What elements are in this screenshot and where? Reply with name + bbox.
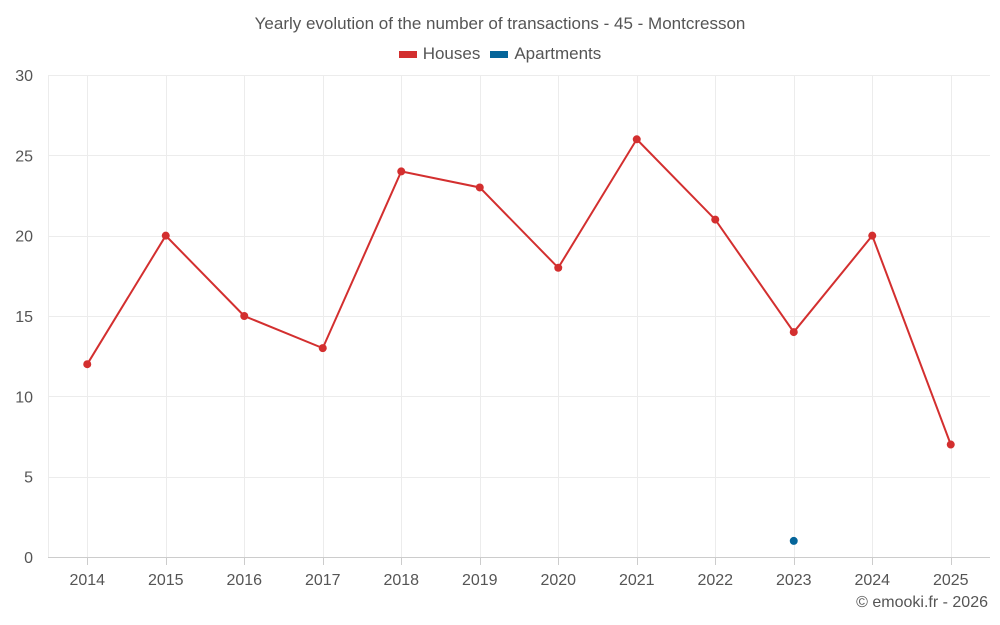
x-tick-label: 2018 (383, 572, 419, 589)
data-point-apartments-2023[interactable] (789, 536, 798, 545)
x-tick-label: 2014 (69, 572, 105, 589)
data-point-houses-2020[interactable] (554, 263, 563, 272)
y-tick-label: 10 (15, 389, 33, 406)
y-tick-label: 0 (24, 550, 33, 567)
x-tick-label: 2019 (462, 572, 498, 589)
y-tick-label: 20 (15, 229, 33, 246)
series-line-houses (86, 137, 952, 445)
x-tick-label: 2023 (776, 572, 812, 589)
legend-swatch-houses (398, 50, 417, 58)
x-tick-label: 2020 (540, 572, 576, 589)
legend: Houses Apartments (0, 44, 1000, 64)
y-tick-label: 25 (15, 148, 33, 165)
data-point-houses-2017[interactable] (318, 344, 327, 353)
credit-text: © emooki.fr - 2026 (856, 594, 988, 611)
legend-label-houses: Houses (422, 44, 481, 63)
data-point-houses-2014[interactable] (83, 360, 92, 369)
grid (48, 75, 990, 557)
data-point-houses-2023[interactable] (789, 328, 798, 337)
y-tick-label: 15 (15, 309, 33, 326)
x-tick-label: 2024 (854, 572, 890, 589)
y-tick-label: 5 (24, 470, 33, 487)
legend-item-apartments[interactable]: Apartments (490, 44, 601, 64)
legend-label-apartments: Apartments (514, 44, 602, 63)
x-tick-label: 2015 (148, 572, 184, 589)
y-tick-label: 30 (15, 68, 33, 85)
x-tick-label: 2016 (226, 572, 262, 589)
x-tick-label: 2017 (305, 572, 341, 589)
data-point-houses-2025[interactable] (946, 440, 955, 449)
series-layer (83, 135, 955, 545)
data-point-houses-2024[interactable] (868, 231, 877, 240)
x-tick-label: 2021 (619, 572, 655, 589)
x-tick-label: 2022 (697, 572, 733, 589)
data-point-houses-2018[interactable] (397, 167, 406, 176)
data-point-houses-2022[interactable] (711, 215, 720, 224)
data-point-houses-2019[interactable] (475, 183, 484, 192)
x-axis-ticks: 2014 2015 2016 2017 2018 2019 2020 2021 2022 2023… (69, 557, 969, 589)
data-point-houses-2016[interactable] (240, 312, 249, 320)
data-point-houses-2021[interactable] (632, 135, 641, 144)
x-tick-label: 2025 (933, 572, 969, 589)
legend-swatch-apartments (490, 50, 509, 58)
y-axis-ticks: 0 5 10 15 20 25 30 (15, 68, 33, 567)
legend-item-houses[interactable]: Houses (398, 44, 481, 64)
chart-title: Yearly evolution of the number of transa… (254, 14, 746, 33)
data-point-houses-2015[interactable] (161, 231, 170, 240)
